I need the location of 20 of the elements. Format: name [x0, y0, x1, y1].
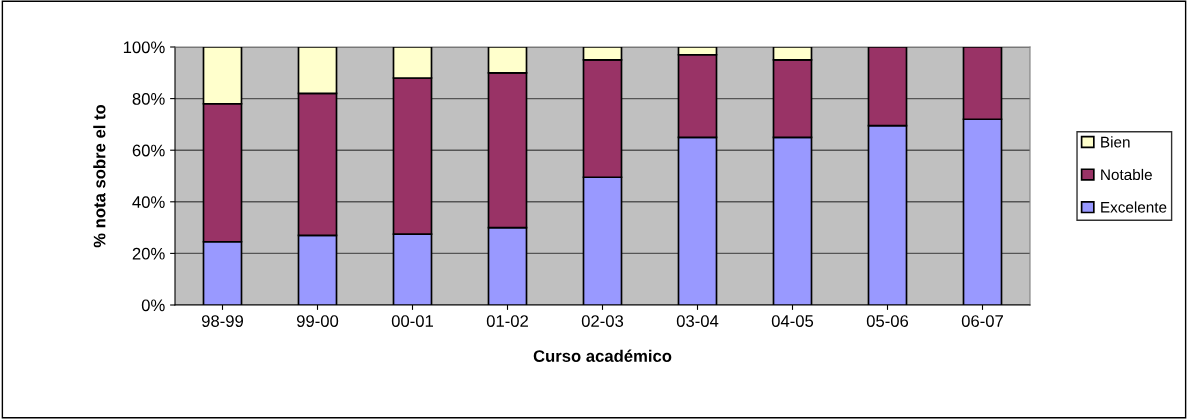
legend-label: Notable [1101, 168, 1152, 181]
x-tick-label: 06-07 [961, 315, 1003, 327]
x-tick-label: 99-00 [296, 315, 339, 327]
x-tick-label: 03-04 [676, 315, 719, 327]
x-tick-label: 02-03 [581, 315, 624, 327]
y-tick-label: 0% [141, 299, 165, 312]
y-tick-label: 60% [132, 144, 165, 157]
x-tick-label: 00-01 [391, 315, 433, 327]
x-tick-label: 04-05 [771, 315, 814, 327]
y-tick-label: 80% [132, 93, 165, 105]
x-axis-title: Curso académico [533, 349, 672, 362]
legend-label: Bien [1101, 136, 1130, 148]
y-axis-title: % nota sobre el to [93, 104, 106, 248]
y-tick-label: 100% [123, 41, 165, 54]
y-tick-label: 20% [132, 247, 165, 260]
x-tick-label: 01-02 [486, 315, 528, 327]
x-tick-label: 98-99 [201, 315, 244, 327]
y-tick-label: 40% [132, 196, 165, 208]
x-tick-label: 05-06 [866, 315, 909, 327]
legend-label: Excelente [1101, 201, 1167, 213]
